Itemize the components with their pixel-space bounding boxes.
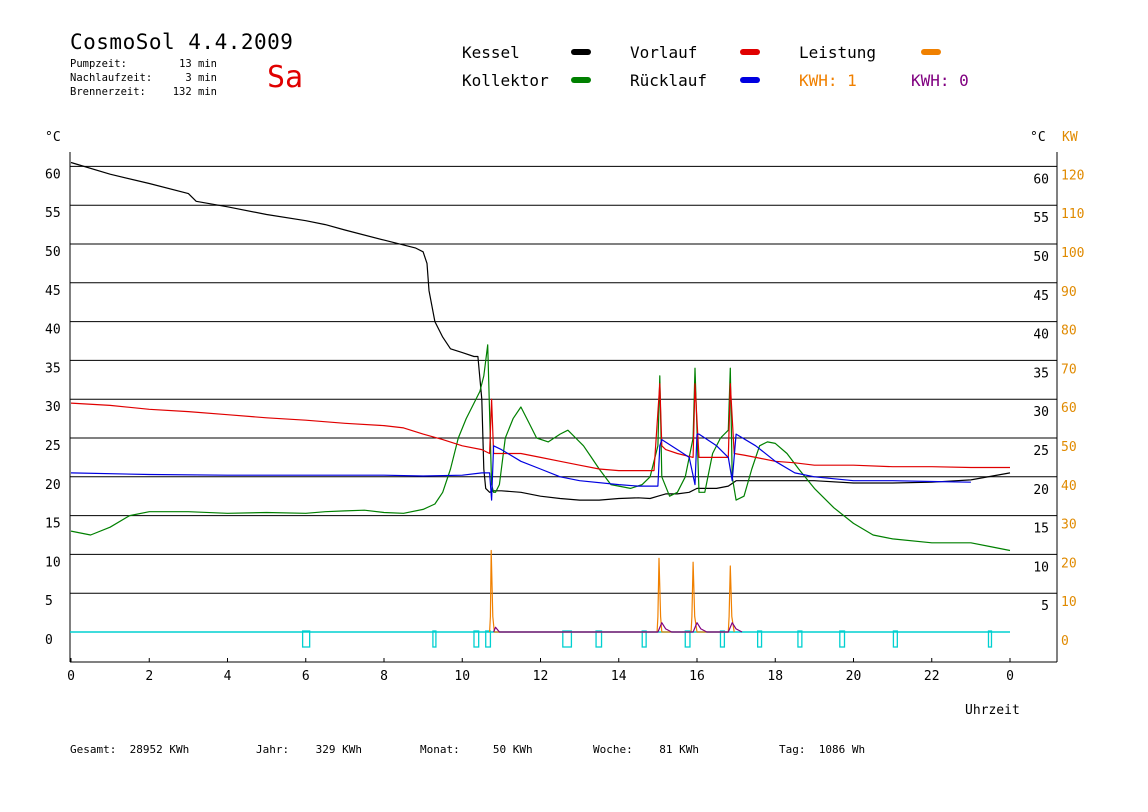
- y-tick-left-20: 20: [45, 478, 61, 493]
- pump-marker-1: [432, 630, 437, 648]
- day-label: Sa: [267, 60, 304, 95]
- legend-kwh1-label: KWH: 1: [799, 71, 857, 90]
- x-tick-6: 12: [533, 669, 549, 684]
- legend-vorlauf-swatch: [740, 49, 760, 55]
- pump-marker-0: [301, 630, 311, 648]
- kw-tick-10: 10: [1061, 595, 1077, 610]
- y-tick-left-30: 30: [45, 400, 61, 415]
- kw-tick-120: 120: [1061, 168, 1084, 183]
- legend-kessel-swatch: [571, 49, 591, 55]
- y-tick-right-10: 10: [1033, 560, 1049, 575]
- stat-pumpzeit: Pumpzeit: 13 min: [70, 58, 217, 70]
- x-tick-9: 18: [767, 669, 783, 684]
- series-line-r-cklauf: [70, 433, 971, 501]
- page-title: CosmoSol 4.4.2009: [70, 30, 294, 54]
- kw-tick-50: 50: [1061, 440, 1077, 455]
- y-tick-left-25: 25: [45, 439, 61, 454]
- pump-marker-11: [839, 630, 846, 648]
- kw-tick-20: 20: [1061, 556, 1077, 571]
- y-tick-right-45: 45: [1033, 289, 1049, 304]
- pump-marker-8: [719, 630, 726, 648]
- y-tick-left-35: 35: [45, 361, 61, 376]
- kw-tick-110: 110: [1061, 207, 1084, 222]
- legend-kollektor-swatch: [571, 77, 591, 83]
- stat-brennerzeit: Brennerzeit: 132 min: [70, 86, 217, 98]
- legend-kwh0-label: KWH: 0: [911, 71, 969, 90]
- y-tick-right-5: 5: [1041, 599, 1049, 614]
- pump-marker-7: [684, 630, 691, 648]
- kw-tick-0: 0: [1061, 634, 1069, 649]
- pump-marker-6: [641, 630, 647, 648]
- y-tick-left-60: 60: [45, 167, 61, 182]
- footer-gesamt: Gesamt: 28952 KWh: [70, 743, 190, 756]
- pump-marker-4: [562, 630, 573, 648]
- y-tick-right-35: 35: [1033, 366, 1049, 381]
- x-tick-1: 2: [145, 669, 153, 684]
- legend-ruecklauf-swatch: [740, 77, 760, 83]
- y-tick-left-10: 10: [45, 555, 61, 570]
- kw-tick-90: 90: [1061, 285, 1077, 300]
- legend-kessel-label: Kessel: [462, 43, 520, 62]
- pump-marker-3: [485, 630, 492, 648]
- y-tick-left-5: 5: [45, 594, 53, 609]
- kw-tick-40: 40: [1061, 479, 1077, 494]
- y-axis-kw-unit: KW: [1062, 130, 1078, 145]
- y-tick-right-20: 20: [1033, 483, 1049, 498]
- y-axis-right-unit: °C: [1030, 130, 1046, 145]
- x-tick-4: 8: [380, 669, 388, 684]
- legend-vorlauf-label: Vorlauf: [630, 43, 698, 62]
- kw-tick-70: 70: [1061, 362, 1077, 377]
- y-tick-left-0: 0: [45, 633, 53, 648]
- x-tick-7: 14: [611, 669, 627, 684]
- y-tick-right-40: 40: [1033, 328, 1049, 343]
- y-tick-left-45: 45: [45, 284, 61, 299]
- pump-marker-2: [473, 630, 480, 648]
- y-axis-left-unit: °C: [45, 130, 61, 145]
- y-tick-left-15: 15: [45, 517, 61, 532]
- stat-nachlaufzeit: Nachlaufzeit: 3 min: [70, 72, 217, 84]
- y-tick-left-40: 40: [45, 323, 61, 338]
- pump-marker-5: [595, 630, 603, 648]
- series-line-leistung: [489, 549, 735, 633]
- y-tick-right-15: 15: [1033, 522, 1049, 537]
- y-tick-right-25: 25: [1033, 444, 1049, 459]
- legend-ruecklauf-label: Rücklauf: [630, 71, 708, 90]
- series-line-kessel: [70, 161, 1011, 501]
- x-tick-2: 4: [224, 669, 232, 684]
- y-tick-right-50: 50: [1033, 250, 1049, 265]
- legend-leistung-swatch: [921, 49, 941, 55]
- x-axis-label: Uhrzeit: [965, 703, 1020, 718]
- pump-marker-12: [892, 630, 898, 648]
- footer-jahr: Jahr: 329 KWh: [256, 743, 362, 756]
- y-tick-right-55: 55: [1033, 211, 1049, 226]
- pump-marker-9: [756, 630, 763, 648]
- pump-marker-13: [987, 630, 993, 648]
- kw-tick-80: 80: [1061, 324, 1077, 339]
- footer-monat: Monat: 50 KWh: [420, 743, 533, 756]
- y-tick-right-30: 30: [1033, 405, 1049, 420]
- x-tick-12: 0: [1006, 669, 1014, 684]
- kw-tick-60: 60: [1061, 401, 1077, 416]
- x-tick-11: 22: [924, 669, 940, 684]
- kw-tick-100: 100: [1061, 246, 1084, 261]
- legend-kollektor-label: Kollektor: [462, 71, 549, 90]
- y-tick-left-50: 50: [45, 245, 61, 260]
- y-tick-right-60: 60: [1033, 172, 1049, 187]
- series-line-kollektor: [70, 344, 1011, 552]
- series-line-kwh: [493, 622, 743, 633]
- series-line-vorlauf: [70, 383, 1010, 472]
- pump-marker-10: [797, 630, 803, 648]
- footer-tag: Tag: 1086 Wh: [779, 743, 866, 756]
- x-tick-8: 16: [689, 669, 705, 684]
- kw-tick-30: 30: [1061, 518, 1077, 533]
- footer-woche: Woche: 81 KWh: [593, 743, 699, 756]
- x-tick-5: 10: [454, 669, 470, 684]
- x-tick-3: 6: [302, 669, 310, 684]
- x-tick-0: 0: [67, 669, 75, 684]
- x-tick-10: 20: [846, 669, 862, 684]
- legend-leistung-label: Leistung: [799, 43, 877, 62]
- y-tick-left-55: 55: [45, 206, 61, 221]
